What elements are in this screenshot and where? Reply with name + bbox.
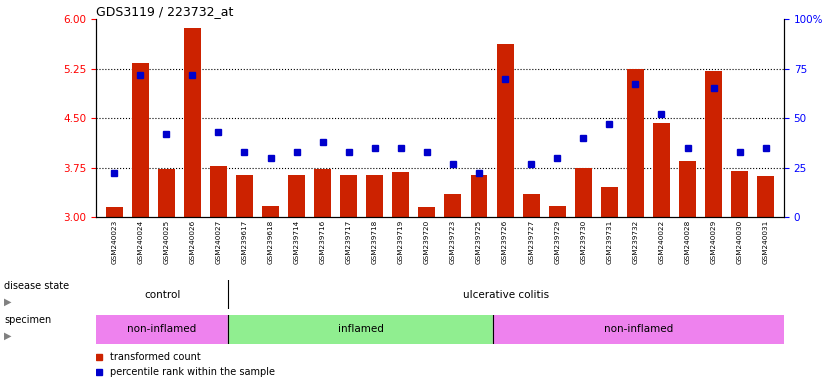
Text: GSM240027: GSM240027	[215, 220, 221, 264]
Bar	[627, 69, 644, 217]
Bar	[419, 207, 435, 217]
Bar	[210, 166, 227, 217]
Text: GSM240026: GSM240026	[189, 220, 195, 264]
Text: ulcerative colitis: ulcerative colitis	[463, 290, 549, 300]
Text: transformed count: transformed count	[110, 352, 200, 362]
Text: GSM239716: GSM239716	[319, 220, 325, 264]
Bar	[600, 187, 618, 217]
Text: GSM240022: GSM240022	[659, 220, 665, 264]
Text: GSM239729: GSM239729	[555, 220, 560, 264]
Text: GSM239618: GSM239618	[268, 220, 274, 264]
Text: non-inflamed: non-inflamed	[128, 324, 197, 334]
Bar	[106, 207, 123, 217]
Text: GSM239717: GSM239717	[346, 220, 352, 264]
Bar	[132, 63, 148, 217]
Bar	[757, 176, 774, 217]
Text: GSM240023: GSM240023	[111, 220, 117, 264]
Bar	[575, 167, 592, 217]
Bar	[445, 194, 461, 217]
Text: GSM240029: GSM240029	[711, 220, 716, 264]
Text: GSM239725: GSM239725	[476, 220, 482, 264]
Text: GSM240025: GSM240025	[163, 220, 169, 264]
Bar	[679, 161, 696, 217]
Text: specimen: specimen	[4, 315, 52, 326]
Text: GDS3119 / 223732_at: GDS3119 / 223732_at	[96, 5, 234, 18]
Text: disease state: disease state	[4, 281, 69, 291]
Text: ▶: ▶	[4, 331, 12, 341]
Text: GSM239732: GSM239732	[632, 220, 638, 264]
Bar	[493, 315, 784, 344]
Bar	[549, 206, 565, 217]
Text: non-inflamed: non-inflamed	[604, 324, 673, 334]
Text: ▶: ▶	[4, 296, 12, 307]
Bar	[523, 194, 540, 217]
Text: GSM240028: GSM240028	[685, 220, 691, 264]
Bar	[496, 44, 514, 217]
Text: GSM239726: GSM239726	[502, 220, 508, 264]
Bar	[366, 175, 384, 217]
Bar	[158, 169, 175, 217]
Bar	[470, 175, 488, 217]
Text: GSM239727: GSM239727	[528, 220, 534, 264]
Bar	[340, 175, 357, 217]
Text: GSM240024: GSM240024	[138, 220, 143, 264]
Text: GSM239720: GSM239720	[424, 220, 430, 264]
Text: GSM240031: GSM240031	[763, 220, 769, 264]
Bar	[96, 315, 229, 344]
Text: GSM239731: GSM239731	[606, 220, 612, 264]
Bar	[229, 315, 493, 344]
Text: percentile rank within the sample: percentile rank within the sample	[110, 367, 274, 377]
Text: GSM239730: GSM239730	[580, 220, 586, 264]
Bar	[183, 28, 201, 217]
Text: GSM239718: GSM239718	[372, 220, 378, 264]
Text: GSM239723: GSM239723	[450, 220, 456, 264]
Text: GSM239719: GSM239719	[398, 220, 404, 264]
Text: GSM240030: GSM240030	[736, 220, 742, 264]
Text: control: control	[144, 290, 180, 300]
Text: GSM239714: GSM239714	[294, 220, 299, 264]
Bar	[314, 169, 331, 217]
Text: inflamed: inflamed	[338, 324, 384, 334]
Bar	[731, 171, 748, 217]
Text: GSM239617: GSM239617	[242, 220, 248, 264]
Bar	[392, 172, 409, 217]
Bar	[705, 71, 722, 217]
Bar	[236, 175, 253, 217]
Bar	[262, 206, 279, 217]
Bar	[653, 123, 670, 217]
Bar	[288, 175, 305, 217]
